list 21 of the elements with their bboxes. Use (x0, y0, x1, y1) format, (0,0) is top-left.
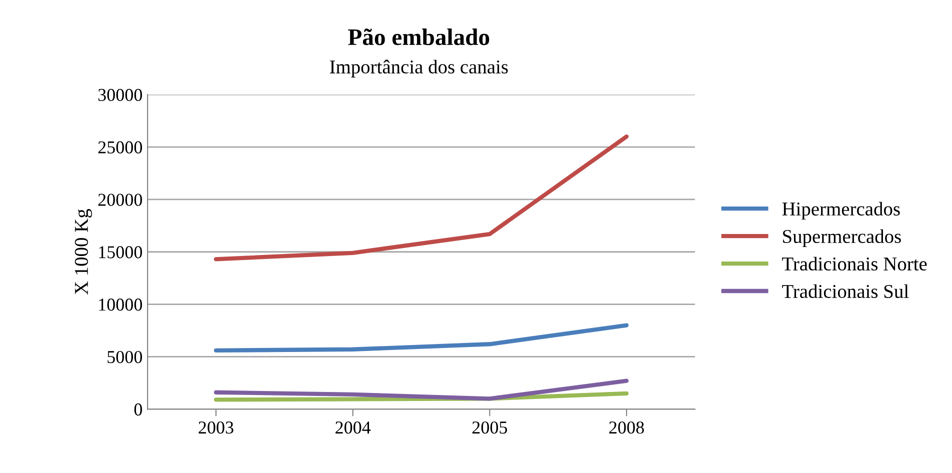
x-tick-label: 2004 (336, 421, 371, 434)
x-tick-label: 2008 (609, 421, 644, 434)
y-tick-label: 15000 (99, 246, 142, 258)
x-tick-label: 2005 (472, 421, 508, 434)
legend-label: Hipermercados (782, 202, 900, 220)
line-series (214, 134, 629, 262)
chart-title: Pão embalado (348, 28, 490, 46)
legend-label: Tradicionais Sul (782, 284, 909, 298)
y-tick-label: 20000 (98, 194, 142, 206)
legend-label: Tradicionais Norte (782, 256, 927, 271)
line-series (214, 323, 629, 353)
y-tick-label: 30000 (98, 88, 142, 102)
x-tick-label: 2003 (198, 421, 234, 434)
chart-subtitle: Importância dos canais (330, 60, 508, 78)
line-series (214, 378, 629, 401)
y-tick-label: 5000 (108, 350, 142, 364)
legend-label: Supermercados (783, 229, 901, 248)
y-tick-label: 0 (134, 403, 142, 416)
y-tick-label: 10000 (99, 298, 142, 311)
y-axis-title: X 1000 Kg (74, 209, 92, 295)
y-tick-label: 25000 (98, 141, 142, 154)
